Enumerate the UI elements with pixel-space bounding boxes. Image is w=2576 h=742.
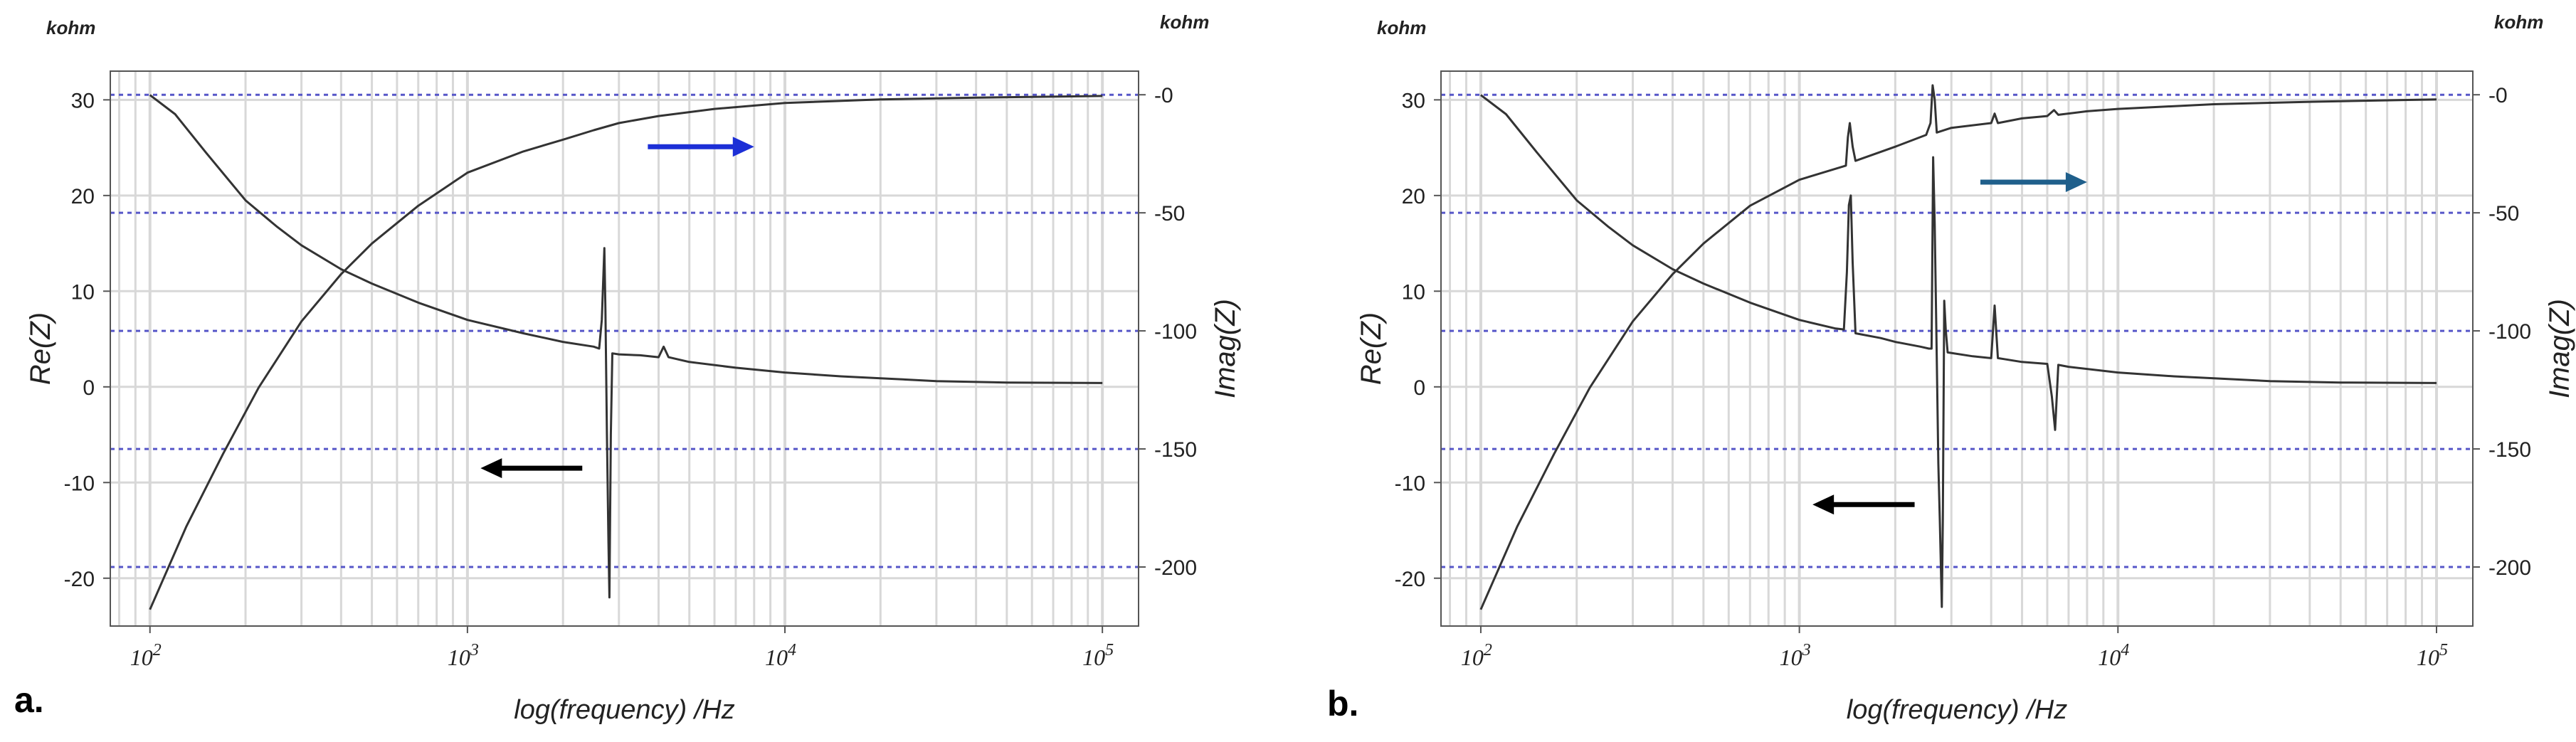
y2-tick-label: -100	[1154, 320, 1197, 344]
y-tick-label: 10	[1402, 280, 1425, 304]
unit-label-left: kohm	[1377, 17, 1426, 38]
y-tick-label: -20	[1395, 568, 1425, 591]
y2-tick-label: -0	[1154, 84, 1173, 107]
y-tick-label: 20	[71, 185, 95, 208]
series-line-right-b	[1479, 84, 2437, 610]
arrow-right-head	[2065, 172, 2087, 192]
y-axis-title-left: Re(Z)	[25, 312, 56, 385]
y-tick-label: -20	[64, 568, 95, 591]
y2-tick-label: -150	[2488, 438, 2531, 462]
plot-area-b	[1441, 71, 2473, 626]
panel-label-b: b.	[1327, 684, 1359, 724]
plot-frame-b	[1440, 70, 2474, 627]
x-tick-label: 105	[2417, 641, 2448, 670]
arrow-left-head	[1812, 494, 1835, 515]
y-axis-title-right: Imag(Z)	[2544, 299, 2575, 398]
y-axis-title-right: Imag(Z)	[1210, 299, 1241, 398]
chart-panel-b: 30 20 10 0 -10 -20 -0 -50 -100 -150 -200 102 103 104 1…	[1288, 0, 2576, 742]
x-tick-label: 102	[1461, 641, 1492, 670]
series-line-left-a	[149, 94, 1103, 599]
y2-tick-label: -50	[2488, 202, 2519, 226]
x-tick-label: 102	[130, 641, 162, 670]
arrow-left-head	[480, 458, 502, 479]
x-axis-title: log(frequency) /Hz	[1847, 695, 2067, 725]
x-tick-label: 105	[1082, 641, 1114, 670]
y2-tick-label: -150	[1154, 438, 1197, 462]
y2-tick-label: -200	[2488, 556, 2531, 580]
y-tick-label: 10	[71, 280, 95, 304]
chart-svg-b: 30 20 10 0 -10 -20 -0 -50 -100 -150 -200 102 103 104 1…	[1356, 11, 2575, 725]
y-tick-label: -10	[64, 472, 95, 495]
y2-tick-label: -50	[1154, 202, 1185, 226]
unit-label-right: kohm	[2494, 11, 2543, 33]
y2-tick-label: -200	[1154, 556, 1197, 580]
chart-panel-a: 30 20 10 0 -10 -20 -0 -50 -100 -150 -200 102 103 104 1…	[14, 11, 1241, 725]
y2-tick-label: -0	[2488, 84, 2508, 107]
panel-label-a: a.	[14, 680, 44, 720]
y-tick-label: 0	[83, 376, 95, 400]
plot-frame-a	[110, 70, 1139, 627]
y-tick-label: 20	[1402, 185, 1425, 208]
x-tick-label: 103	[448, 641, 479, 670]
plot-area-a	[110, 71, 1139, 626]
y-tick-label: 30	[71, 89, 95, 112]
x-tick-label: 103	[1780, 641, 1811, 670]
x-tick-label: 104	[2098, 641, 2129, 670]
y-tick-label: 30	[1402, 89, 1425, 112]
y-tick-label: 0	[1413, 376, 1425, 400]
y-axis-title-left: Re(Z)	[1356, 312, 1387, 385]
unit-label-right: kohm	[1160, 11, 1209, 33]
series-line-right-a	[149, 95, 1103, 610]
y-tick-label: -10	[1395, 472, 1425, 495]
x-axis-title: log(frequency) /Hz	[514, 695, 734, 725]
chart-svg-a: 30 20 10 0 -10 -20 -0 -50 -100 -150 -200 102 103 104 1…	[25, 11, 1241, 725]
series-line-left-b	[1479, 94, 2437, 608]
unit-label-left: kohm	[46, 17, 95, 38]
x-tick-label: 104	[765, 641, 796, 670]
y2-tick-label: -100	[2488, 320, 2531, 344]
arrow-right-head	[732, 137, 754, 157]
